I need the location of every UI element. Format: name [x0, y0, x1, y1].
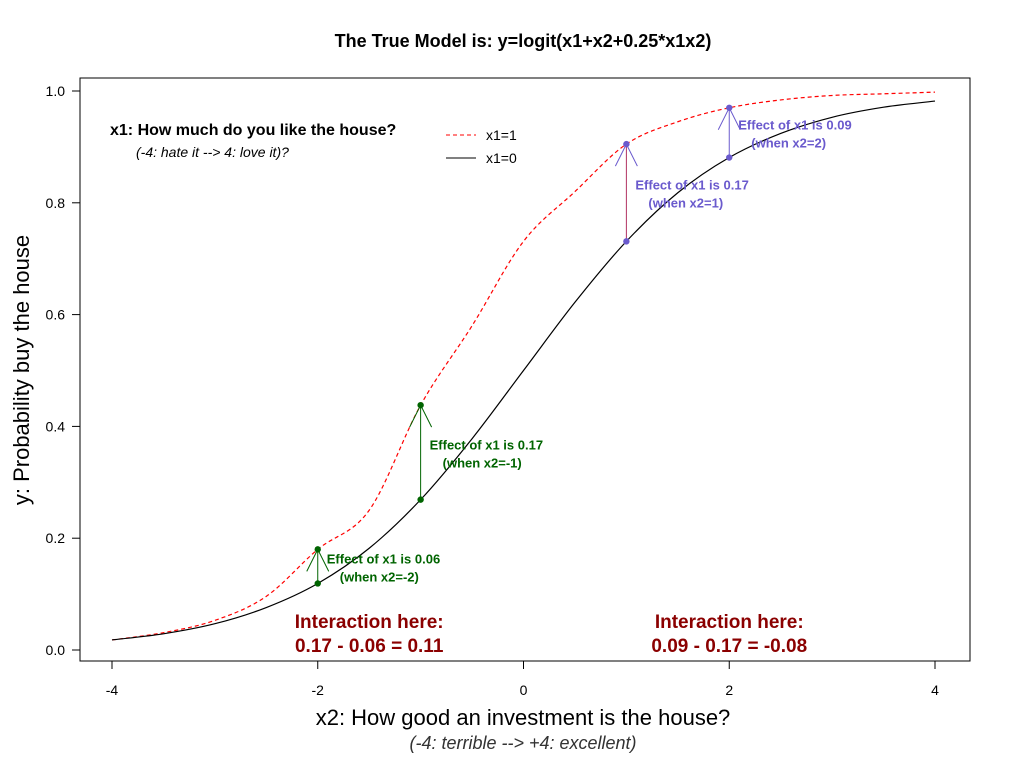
x-axis-subtitle: (-4: terrible --> +4: excellent) — [409, 733, 636, 753]
effect-annotation: Effect of x1 is 0.17 (when x2=-1) — [409, 401, 543, 503]
effect-label-line2: (when x2=-1) — [443, 455, 522, 470]
effect-point-x1-1 — [726, 104, 733, 111]
interactions-layer: Interaction here: 0.17 - 0.06 = 0.11 Inter… — [295, 612, 807, 657]
y-tick-label: 0.4 — [46, 418, 66, 434]
effect-label-line2: (when x2=2) — [751, 136, 826, 151]
effect-label-line1: Effect of x1 is 0.17 — [635, 178, 748, 193]
x-tick-label: -2 — [312, 682, 325, 698]
effect-annotation: Effect of x1 is 0.17 (when x2=1) — [614, 140, 749, 245]
effect-label-line1: Effect of x1 is 0.06 — [327, 551, 440, 566]
x-tick-label: 0 — [520, 682, 528, 698]
effect-label-line2: (when x2=1) — [648, 196, 723, 211]
legend-subtitle: (-4: hate it --> 4: love it)? — [136, 144, 289, 160]
x-axis-title: x2: How good an investment is the house? — [316, 705, 731, 730]
legend-title: x1: How much do you like the house? — [110, 122, 396, 139]
legend-entry-x1-0: x1=0 — [486, 150, 517, 166]
y-tick-label: 0.2 — [46, 530, 66, 546]
effect-point-x1-0 — [726, 154, 733, 161]
effect-point-x1-0 — [314, 580, 321, 587]
effect-point-x1-0 — [623, 238, 630, 245]
effect-annotation: Effect of x1 is 0.06 (when x2=-2) — [306, 546, 440, 587]
y-tick-label: 0.0 — [46, 642, 66, 658]
effect-label-line2: (when x2=-2) — [340, 569, 419, 584]
interaction-label-line1: Interaction here: — [295, 612, 444, 633]
x-tick-label: -4 — [106, 682, 119, 698]
effect-point-x1-1 — [314, 546, 321, 553]
x-tick-label: 4 — [931, 682, 939, 698]
legend: x1: How much do you like the house? (-4:… — [110, 122, 517, 166]
series-line-x1-1 — [111, 91, 936, 641]
y-axis: 0.0 0.2 0.4 0.6 0.8 1.0 — [46, 83, 81, 658]
effects-layer: Effect of x1 is 0.06(when x2=-2)Effect o… — [306, 104, 852, 587]
chart-title: The True Model is: y=logit(x1+x2+0.25*x1… — [335, 31, 712, 51]
series-layer — [111, 91, 936, 641]
effect-label-line1: Effect of x1 is 0.09 — [738, 118, 851, 133]
y-tick-label: 0.8 — [46, 195, 66, 211]
interaction-label-line2: 0.17 - 0.06 = 0.11 — [295, 636, 444, 657]
effect-annotation: Effect of x1 is 0.09 (when x2=2) — [717, 104, 852, 161]
x-tick-label: 2 — [725, 682, 733, 698]
legend-entry-x1-1: x1=1 — [486, 127, 517, 143]
series-line-x1-0 — [111, 100, 936, 641]
interaction-label-line2: 0.09 - 0.17 = -0.08 — [651, 636, 807, 657]
effect-point-x1-0 — [417, 496, 424, 503]
y-tick-label: 1.0 — [46, 83, 66, 99]
y-tick-label: 0.6 — [46, 307, 66, 323]
y-axis-title: y: Probability buy the house — [9, 235, 34, 505]
interaction-label-line1: Interaction here: — [655, 612, 804, 633]
effect-point-x1-1 — [623, 140, 630, 148]
effect-label-line1: Effect of x1 is 0.17 — [430, 437, 543, 452]
x-axis: -4 -2 0 2 4 — [106, 660, 939, 698]
effect-point-x1-1 — [417, 401, 424, 409]
